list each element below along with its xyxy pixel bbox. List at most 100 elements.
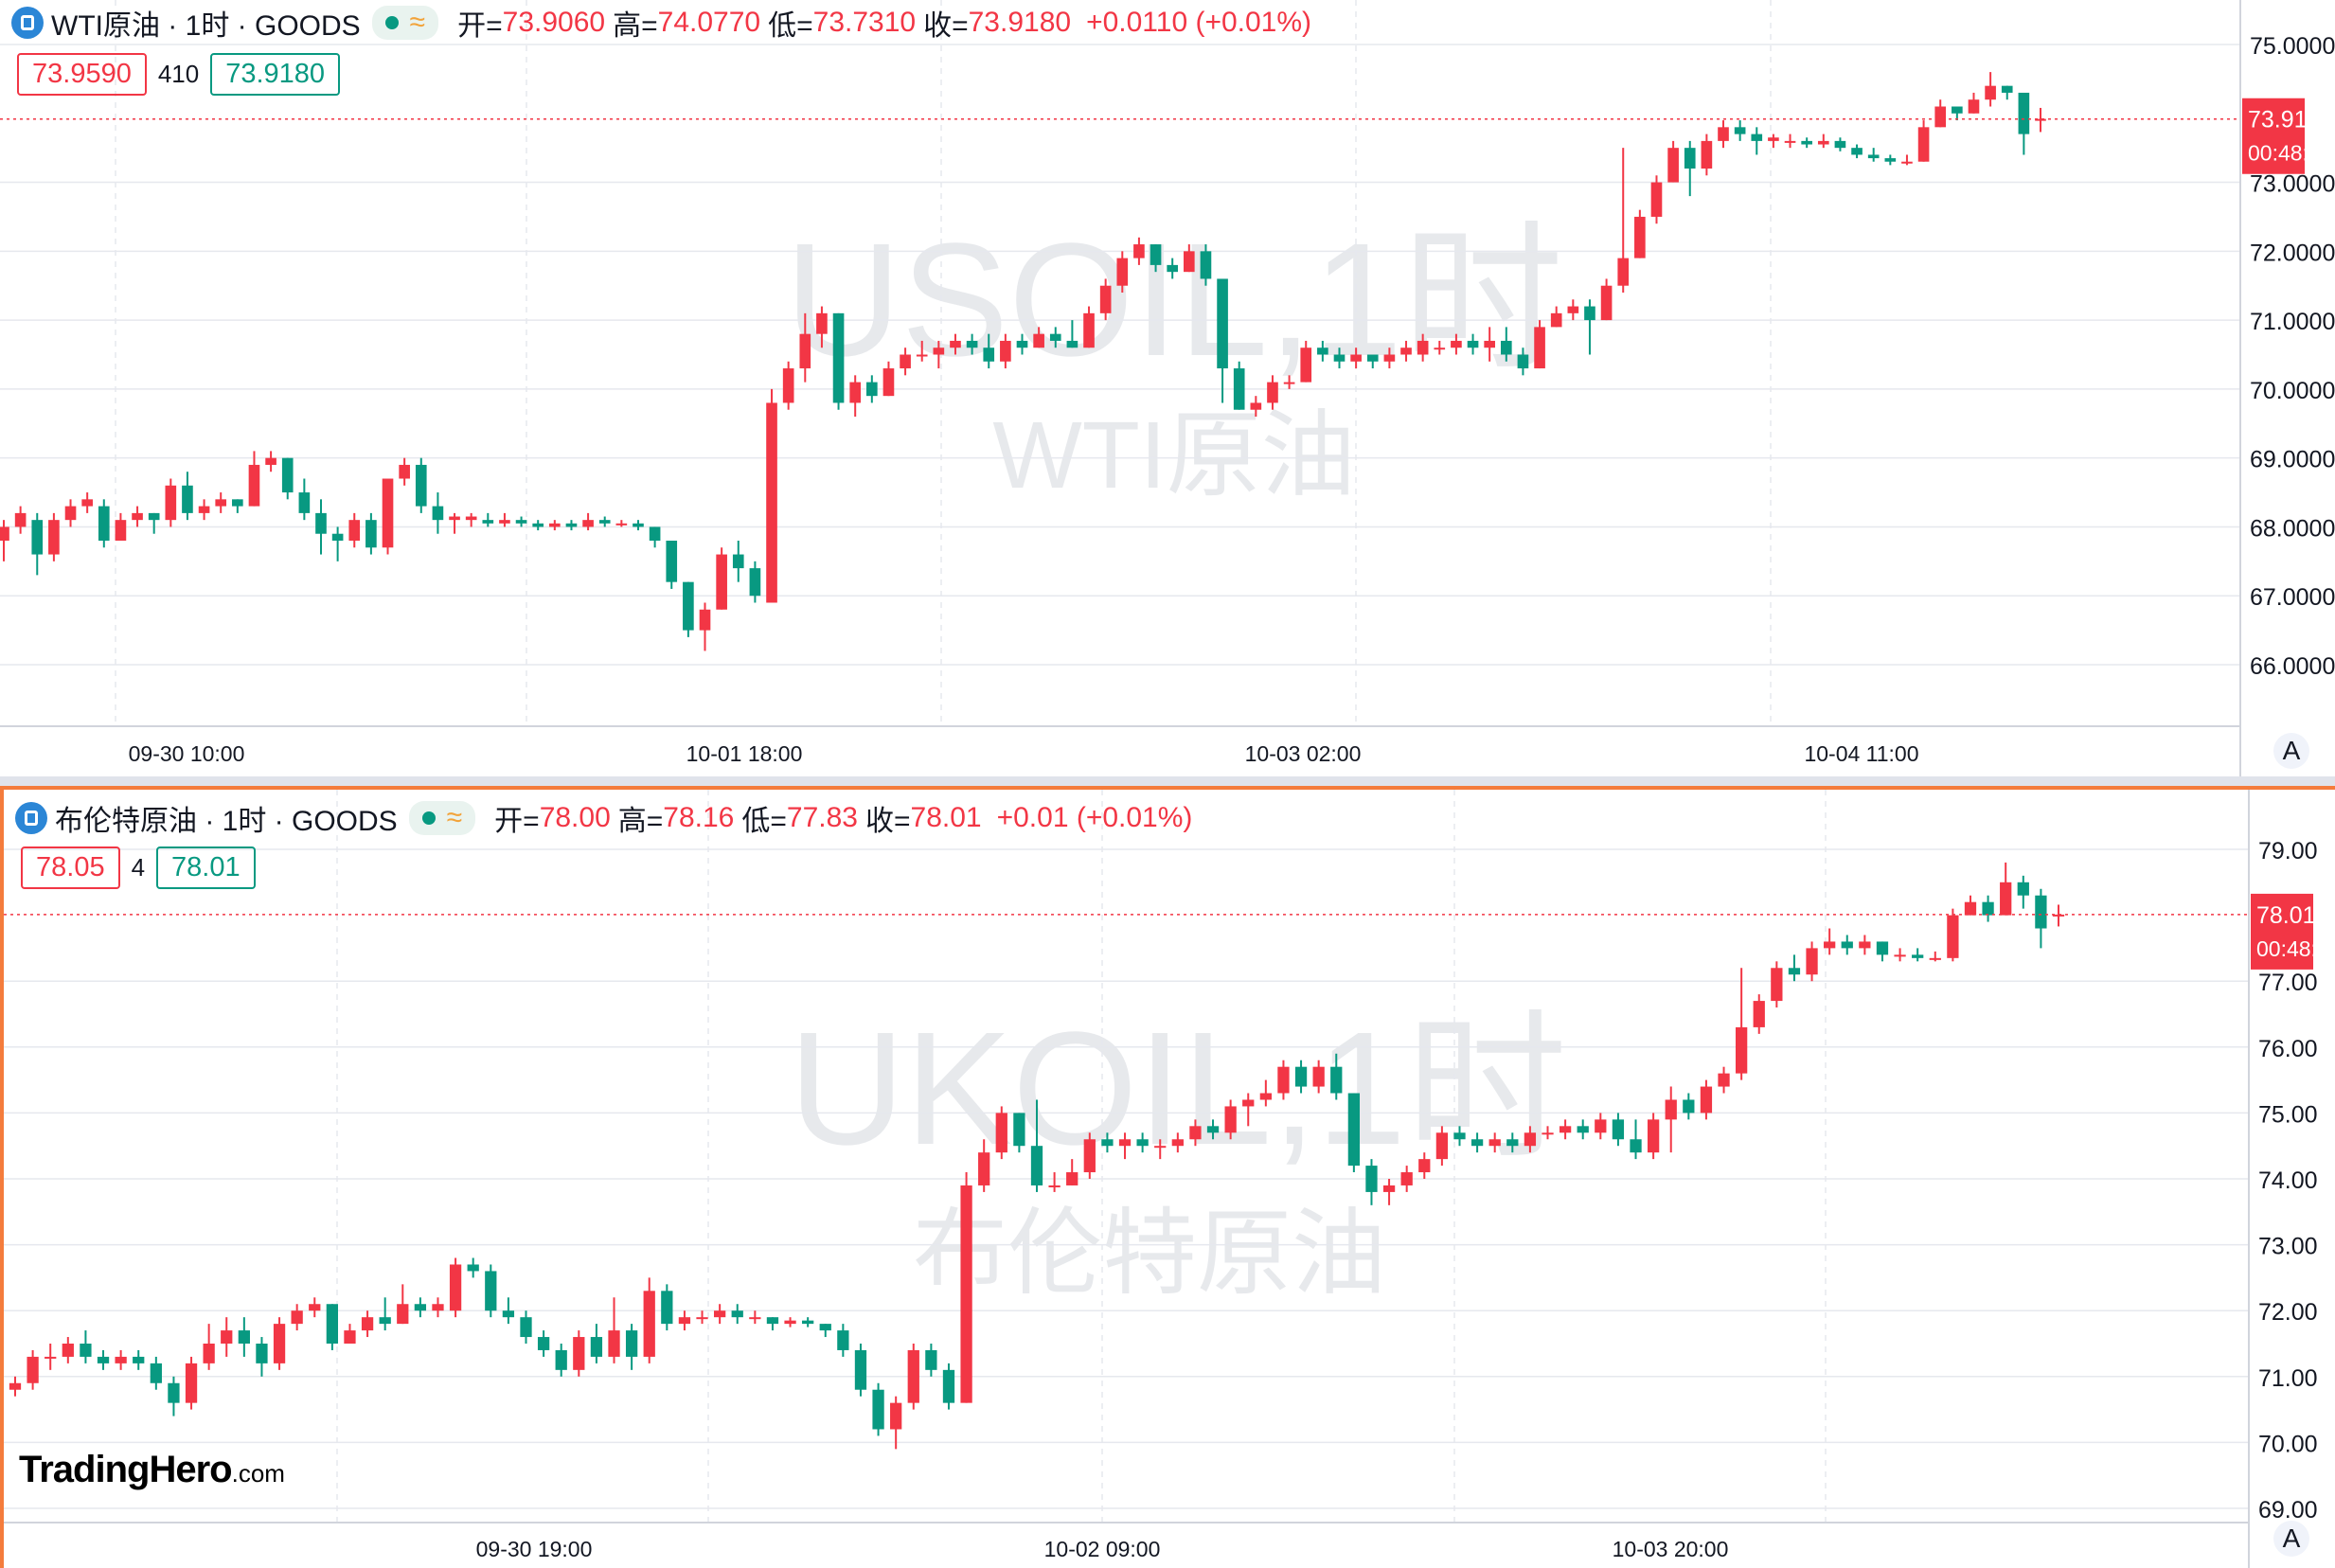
candle bbox=[256, 1337, 268, 1377]
sell-price-button[interactable]: 73.9590 bbox=[17, 53, 147, 96]
candle-body bbox=[1471, 1139, 1484, 1147]
candle bbox=[221, 1317, 233, 1357]
candle bbox=[1467, 333, 1479, 355]
wti-chart-pane[interactable]: USOIL,1时 WTI原油 75.0000 73.0000 72.0000 71.0… bbox=[0, 0, 2335, 776]
candle bbox=[1453, 1126, 1466, 1147]
y-axis-tick-label: 69.00 bbox=[2258, 1497, 2318, 1523]
y-axis-tick-label: 75.00 bbox=[2258, 1101, 2318, 1128]
candle bbox=[966, 333, 978, 355]
candle-body bbox=[62, 1344, 74, 1357]
y-axis-tick-label: 72.0000 bbox=[2250, 240, 2335, 266]
candle bbox=[1753, 994, 1765, 1034]
candle-body bbox=[273, 1324, 286, 1363]
wti-chart-canvas[interactable]: USOIL,1时 WTI原油 75.0000 73.0000 72.0000 71.0… bbox=[0, 0, 2335, 776]
candle-body bbox=[1912, 954, 1924, 958]
candle-body bbox=[643, 1291, 655, 1357]
candle-body bbox=[1500, 340, 1512, 355]
candle-body bbox=[890, 1402, 902, 1430]
candle bbox=[273, 1317, 286, 1370]
candle-body bbox=[1982, 901, 1994, 916]
candle-body bbox=[916, 354, 928, 357]
candle-body bbox=[2052, 914, 2065, 917]
candle-body bbox=[182, 485, 193, 513]
buy-price-button[interactable]: 78.01 bbox=[156, 846, 256, 889]
candle-body bbox=[1277, 1066, 1290, 1094]
candle-body bbox=[449, 516, 460, 521]
candle bbox=[331, 526, 344, 561]
candle-body bbox=[415, 464, 427, 507]
y-axis-tick-label: 70.00 bbox=[2258, 1431, 2318, 1457]
candle bbox=[1834, 137, 1846, 151]
candle bbox=[1099, 278, 1112, 321]
candle-body bbox=[1118, 1139, 1132, 1147]
candle-body bbox=[900, 354, 911, 369]
candle-body bbox=[1964, 901, 1977, 916]
symbol-title[interactable]: 布伦特原油 · 1时 · GOODS bbox=[55, 806, 398, 837]
candle-body bbox=[1859, 941, 1871, 949]
candle bbox=[837, 1324, 849, 1357]
candle bbox=[799, 312, 811, 383]
candle bbox=[1277, 1060, 1290, 1100]
candle-body bbox=[1929, 957, 1941, 960]
candle-body bbox=[1224, 1106, 1237, 1133]
brent-chart-pane[interactable]: UKOIL,1时 布伦特原油 79.00 77.00 76.00 75.00 74.00… bbox=[0, 786, 2335, 1568]
candle-body bbox=[1101, 1139, 1114, 1147]
candle bbox=[1665, 1086, 1677, 1153]
brent-chart-canvas[interactable]: UKOIL,1时 布伦特原油 79.0077.0076.0075.0074.00… bbox=[4, 790, 2335, 1568]
candle bbox=[1066, 320, 1078, 348]
market-status-pill[interactable]: ≈ bbox=[371, 6, 439, 40]
candle bbox=[1650, 175, 1663, 224]
candle bbox=[1400, 340, 1412, 362]
candle bbox=[1667, 140, 1679, 183]
candle bbox=[1049, 327, 1061, 348]
candle bbox=[1118, 1132, 1132, 1160]
candle bbox=[1912, 948, 1924, 962]
candle bbox=[995, 1106, 1007, 1160]
candle bbox=[1771, 961, 1783, 1008]
change-value: +0.0110 (+0.01%) bbox=[1086, 7, 1312, 38]
candle-body bbox=[784, 1320, 796, 1325]
candle bbox=[397, 1284, 409, 1325]
candle bbox=[1968, 92, 1980, 114]
candle-body bbox=[1150, 244, 1162, 265]
candle-body bbox=[849, 382, 862, 403]
candle bbox=[819, 1324, 831, 1338]
y-axis-tick-label: 68.0000 bbox=[2250, 515, 2335, 542]
candle bbox=[1630, 1119, 1642, 1160]
candle bbox=[678, 1310, 691, 1331]
candle bbox=[1867, 148, 1880, 162]
sell-price-button[interactable]: 78.05 bbox=[21, 846, 120, 889]
buy-price-button[interactable]: 73.9180 bbox=[210, 53, 341, 96]
candle-body bbox=[1016, 340, 1028, 348]
candle bbox=[382, 478, 394, 555]
candle-body bbox=[465, 516, 477, 521]
candle-body bbox=[1136, 1139, 1149, 1147]
candle bbox=[399, 457, 410, 486]
candle-body bbox=[1400, 347, 1412, 355]
bid-ask-row: 73.9590 410 73.9180 bbox=[17, 53, 341, 96]
symbol-title[interactable]: WTI原油 · 1时 · GOODS bbox=[51, 10, 361, 42]
candle bbox=[48, 512, 60, 561]
candle bbox=[467, 1257, 479, 1278]
market-status-pill[interactable]: ≈ bbox=[408, 801, 476, 835]
candle-body bbox=[983, 347, 995, 362]
candle bbox=[1083, 1132, 1096, 1179]
x-axis-tick-label: 10-01 18:00 bbox=[686, 741, 803, 766]
candle bbox=[1259, 1079, 1272, 1107]
candle bbox=[1901, 154, 1913, 166]
candle-body bbox=[537, 1337, 550, 1350]
auto-scale-button[interactable]: A bbox=[2273, 733, 2309, 769]
candle bbox=[326, 1304, 339, 1350]
candle bbox=[1982, 895, 1994, 922]
auto-scale-button[interactable]: A bbox=[2273, 1521, 2309, 1557]
candle bbox=[731, 1304, 743, 1325]
candle-body bbox=[1600, 285, 1613, 321]
candle-body bbox=[248, 464, 260, 507]
candle bbox=[784, 1317, 796, 1327]
candle bbox=[198, 499, 210, 521]
candle bbox=[643, 1277, 655, 1363]
pane-divider[interactable] bbox=[0, 776, 2335, 786]
candle bbox=[1382, 1179, 1396, 1205]
candle bbox=[1788, 954, 1801, 982]
candle-body bbox=[2017, 882, 2029, 896]
